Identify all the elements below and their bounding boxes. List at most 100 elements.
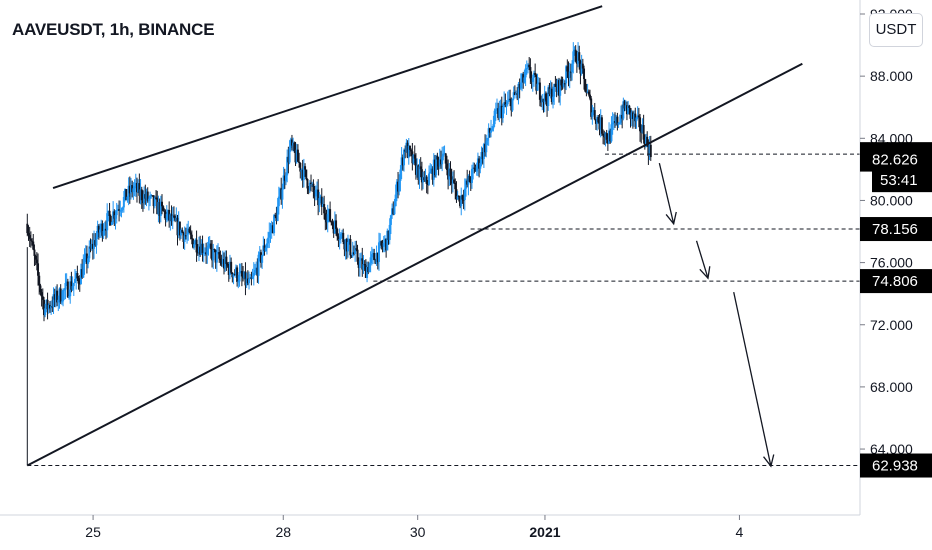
candle-body	[630, 112, 633, 119]
candle-body	[403, 149, 406, 166]
price-label-box	[860, 269, 932, 294]
candle-body	[96, 225, 99, 238]
candle-body	[515, 93, 518, 95]
candle-body	[606, 139, 609, 144]
candle-body	[263, 245, 266, 252]
price-label-82.626: 82.626	[872, 152, 918, 169]
candle-body	[451, 179, 454, 184]
candle-body	[356, 249, 359, 262]
candle-body	[157, 202, 160, 215]
candle-body	[631, 112, 634, 119]
projection-arrow	[733, 291, 772, 467]
candle-body	[641, 125, 644, 133]
candle-body	[290, 139, 293, 146]
candle-body	[391, 208, 394, 216]
candle-body	[289, 139, 292, 149]
candle-body	[364, 265, 367, 278]
candle-body	[486, 137, 489, 141]
candle-body	[377, 242, 380, 262]
candle-body	[255, 267, 258, 271]
candle-body	[183, 235, 186, 242]
projection-arrow	[695, 240, 709, 279]
candle-body	[586, 91, 589, 93]
candle-body	[555, 86, 558, 92]
candle-body	[296, 149, 299, 162]
candle-body	[393, 206, 396, 215]
candle-body	[53, 294, 56, 300]
candle-body	[72, 282, 75, 287]
candle-body	[232, 274, 235, 278]
candle-body	[567, 71, 570, 78]
drawings-layer	[26, 5, 860, 468]
candle-body	[511, 98, 514, 111]
candle-body	[374, 259, 377, 264]
candle-body	[342, 232, 345, 242]
candle-body	[399, 169, 402, 181]
currency-unit-button[interactable]: USDT	[869, 13, 923, 47]
candle-body	[168, 210, 171, 221]
candle-body	[100, 223, 103, 230]
x-tick-label: 28	[275, 524, 291, 540]
candle-body	[619, 114, 622, 123]
candle-body	[389, 215, 392, 225]
candle-body	[300, 169, 303, 172]
candle-body	[126, 196, 129, 201]
candle-body	[559, 79, 562, 96]
candle-body	[370, 254, 373, 258]
candle-body	[138, 183, 141, 196]
candle-body	[412, 154, 415, 164]
candle-body	[103, 228, 106, 231]
candle-body	[560, 79, 563, 86]
candle-body	[177, 221, 180, 236]
candle-body	[362, 264, 365, 270]
candle-body	[218, 252, 221, 259]
arrow-head	[699, 266, 711, 280]
candle-body	[557, 80, 560, 96]
candle-body	[592, 110, 595, 113]
candle-body	[568, 71, 571, 78]
countdown-box	[872, 168, 932, 193]
candle-body	[299, 162, 302, 172]
candle-body	[498, 107, 501, 118]
candle-body	[219, 258, 222, 261]
candle-body	[383, 238, 386, 243]
candle-body	[503, 102, 506, 107]
candle-body	[363, 264, 366, 266]
candle-body	[34, 255, 37, 260]
candle-body	[562, 83, 565, 87]
candle-body	[277, 196, 280, 207]
candle-body	[319, 196, 322, 199]
candle-body	[425, 176, 428, 184]
candle-body	[621, 114, 624, 119]
candle-body	[237, 281, 240, 283]
candle-body	[306, 178, 309, 189]
candle-body	[234, 267, 237, 275]
candle-body	[246, 278, 249, 284]
candle-body	[163, 210, 166, 212]
candle-body	[231, 272, 234, 278]
candle-body	[194, 239, 197, 245]
candle-body	[264, 247, 267, 252]
candle-body	[349, 239, 352, 256]
candle-body	[158, 202, 161, 216]
candle-body	[456, 195, 459, 200]
candle-body	[398, 180, 401, 192]
candle-body	[244, 271, 247, 286]
candle-body	[472, 167, 475, 169]
candle-body	[275, 215, 278, 222]
candle-body	[493, 110, 496, 125]
candle-body	[646, 136, 649, 144]
candle-body	[392, 208, 395, 215]
candle-body	[478, 158, 481, 169]
candle-body	[333, 220, 336, 234]
candle-body	[512, 92, 515, 99]
candle-body	[405, 142, 408, 152]
candle-body	[233, 274, 236, 276]
price-label-74.806: 74.806	[872, 273, 918, 290]
candle-body	[134, 182, 137, 187]
candle-body	[640, 131, 643, 133]
candle-body	[410, 149, 413, 152]
candle-body	[141, 200, 144, 204]
candle-body	[388, 224, 391, 240]
